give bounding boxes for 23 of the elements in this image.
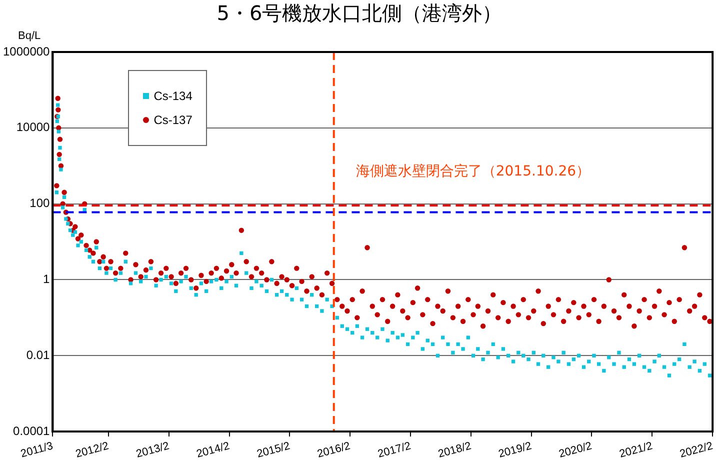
x-tick-label: 2016/2 [316, 440, 352, 460]
x-tick-label: 2013/2 [134, 440, 171, 460]
y-tick-label: 1000000 [3, 44, 50, 58]
x-tick-label: 2018/2 [436, 440, 473, 460]
legend-label: Cs-137 [152, 113, 192, 127]
y-tick-label: 100 [30, 196, 50, 210]
chart-title: 5・6号機放水口北側（港湾外） [216, 0, 504, 27]
y-tick-label: 0.01 [26, 348, 50, 362]
x-tick-label: 2020/2 [558, 440, 594, 460]
y-tick-label: 0.0001 [13, 424, 50, 438]
x-tick-label: 2012/2 [74, 440, 110, 460]
x-tick-label: 2021/2 [618, 440, 654, 460]
ref-line-label: 海側遮水壁閉合完了（2015.10.26） [356, 164, 590, 180]
x-tick-label: 2014/2 [195, 440, 231, 460]
y-tick-label: 10000 [16, 120, 50, 134]
x-tick-label: 2017/2 [376, 440, 412, 460]
y-axis-title: Bq/L [18, 30, 41, 42]
x-tick-label: 2015/2 [256, 440, 292, 460]
x-tick-label: 2019/2 [497, 440, 533, 460]
x-tick-label: 2022/2 [678, 440, 714, 460]
legend-label: Cs-134 [152, 89, 192, 103]
x-tick-label: 2011/3 [19, 440, 54, 460]
y-tick-label: 1 [43, 272, 50, 286]
